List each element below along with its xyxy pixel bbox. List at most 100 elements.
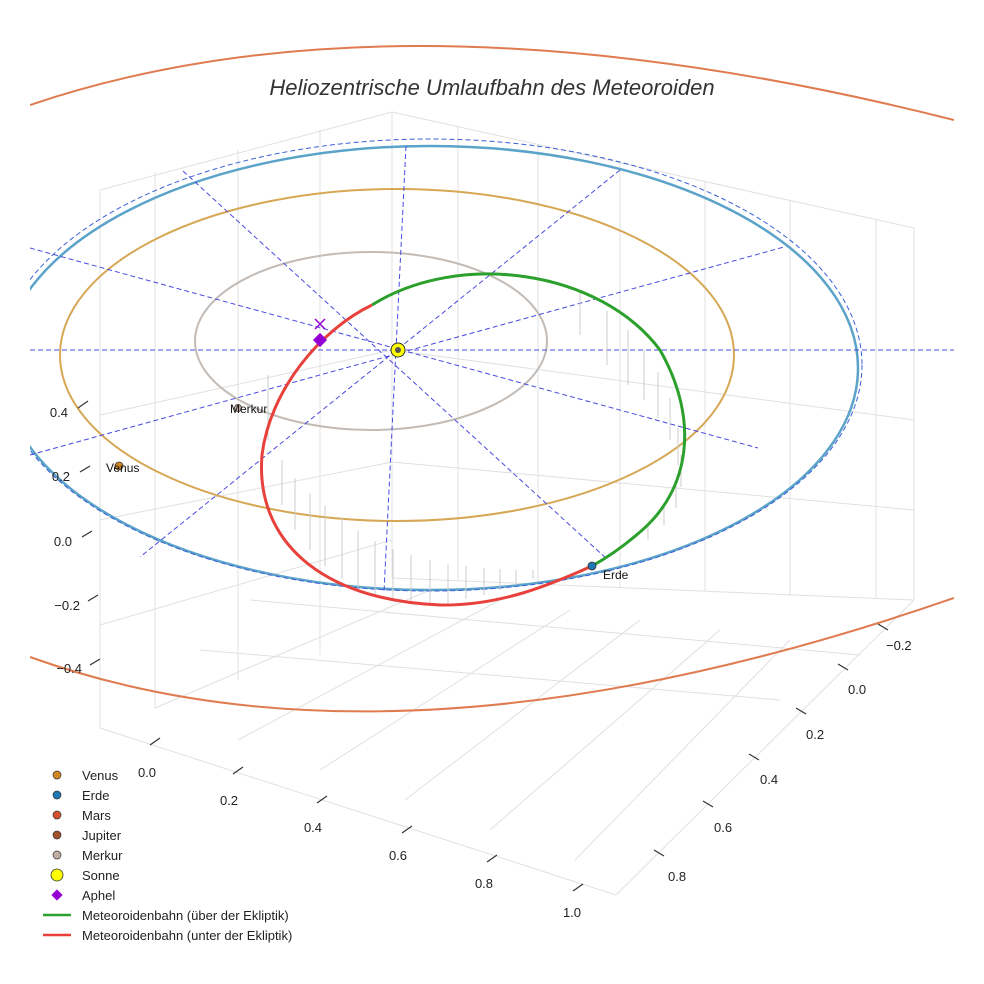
pane-left bbox=[99, 111, 393, 728]
z-tick-label: −0.4 bbox=[56, 661, 82, 676]
legend: Venus Erde Mars Jupiter Merkur Sonne Aph… bbox=[40, 765, 292, 945]
sun-icon bbox=[40, 868, 74, 882]
y-tick-label: 0.4 bbox=[760, 772, 778, 787]
legend-label: Meteoroidenbahn (unter der Ekliptik) bbox=[82, 927, 293, 943]
grid-line bbox=[199, 649, 781, 701]
grid-line bbox=[249, 599, 861, 656]
z-tick-mark bbox=[77, 400, 89, 409]
grid-line bbox=[391, 349, 915, 421]
pane-floor-right bbox=[615, 599, 915, 896]
dot-icon bbox=[40, 829, 74, 841]
x-tick-mark bbox=[149, 737, 161, 746]
x-tick-label: 1.0 bbox=[563, 905, 581, 920]
dot-icon bbox=[40, 849, 74, 861]
chart-title: Heliozentrische Umlaufbahn des Meteoroid… bbox=[269, 75, 714, 100]
mercury-label: Merkur bbox=[230, 402, 267, 416]
earth-marker bbox=[587, 561, 597, 571]
grid-line bbox=[319, 609, 571, 771]
z-tick-mark bbox=[79, 465, 91, 473]
grid-line bbox=[99, 349, 393, 416]
legend-item-sonne[interactable]: Sonne bbox=[40, 865, 292, 885]
legend-item-mars[interactable]: Mars bbox=[40, 805, 292, 825]
line-icon bbox=[40, 912, 74, 918]
z-tick-mark bbox=[87, 594, 99, 602]
x-tick-label: 0.0 bbox=[138, 765, 156, 780]
legend-label: Venus bbox=[82, 767, 119, 783]
legend-label: Sonne bbox=[82, 867, 120, 883]
ecliptic-reference-line bbox=[383, 145, 407, 593]
z-tick-mark bbox=[89, 658, 101, 666]
legend-label: Merkur bbox=[82, 847, 123, 863]
earth-label: Erde bbox=[603, 568, 629, 582]
y-tick-label: −0.2 bbox=[886, 638, 912, 653]
grid-line bbox=[99, 461, 393, 521]
legend-label: Jupiter bbox=[82, 827, 122, 843]
y-tick-mark bbox=[837, 663, 849, 671]
line-icon bbox=[40, 932, 74, 938]
diamond-icon bbox=[40, 888, 74, 902]
aphel-projection-cross-icon bbox=[314, 318, 326, 330]
z-tick-label: 0.2 bbox=[52, 469, 70, 484]
aphel-marker bbox=[312, 332, 328, 348]
legend-item-meteoroid-above[interactable]: Meteoroidenbahn (über der Ekliptik) bbox=[40, 905, 292, 925]
x-tick-label: 0.4 bbox=[304, 820, 322, 835]
legend-item-meteoroid-below[interactable]: Meteoroidenbahn (unter der Ekliptik) bbox=[40, 925, 292, 945]
dot-icon bbox=[40, 809, 74, 821]
z-tick-mark bbox=[81, 530, 93, 538]
legend-item-jupiter[interactable]: Jupiter bbox=[40, 825, 292, 845]
x-tick-label: 0.6 bbox=[389, 848, 407, 863]
grid-line bbox=[154, 589, 431, 709]
x-tick-label: 0.2 bbox=[220, 793, 238, 808]
x-tick-mark bbox=[486, 854, 498, 863]
legend-label: Aphel bbox=[82, 887, 116, 903]
x-tick-mark bbox=[572, 883, 584, 892]
z-tick-label: −0.2 bbox=[54, 598, 80, 613]
mercury-orbit bbox=[194, 251, 548, 431]
y-tick-label: 0.0 bbox=[848, 682, 866, 697]
mars-orbit bbox=[30, 45, 954, 121]
venus-marker bbox=[114, 461, 124, 471]
y-tick-mark bbox=[653, 849, 665, 857]
grid-line bbox=[99, 539, 393, 626]
y-tick-mark bbox=[702, 800, 714, 808]
grid-line bbox=[574, 639, 791, 861]
pane-right bbox=[391, 111, 915, 600]
y-tick-label: 0.6 bbox=[714, 820, 732, 835]
grid-line bbox=[237, 599, 501, 741]
legend-label: Erde bbox=[82, 787, 110, 803]
mars-orbit bbox=[30, 597, 954, 713]
legend-item-venus[interactable]: Venus bbox=[40, 765, 292, 785]
mercury-marker bbox=[234, 404, 242, 412]
y-tick-mark bbox=[795, 707, 807, 715]
legend-item-merkur[interactable]: Merkur bbox=[40, 845, 292, 865]
z-tick-label: 0.4 bbox=[50, 405, 68, 420]
axis-grid bbox=[99, 111, 915, 896]
dot-icon bbox=[40, 789, 74, 801]
venus-orbit bbox=[59, 188, 735, 522]
ecliptic-reference-line bbox=[182, 170, 609, 561]
pane-back-edge bbox=[391, 577, 915, 601]
grid-line bbox=[489, 629, 721, 831]
ecliptic-reference-line bbox=[30, 246, 785, 456]
legend-label: Mars bbox=[82, 807, 111, 823]
venus-label: Venus bbox=[106, 461, 139, 475]
dot-icon bbox=[40, 769, 74, 781]
legend-item-aphel[interactable]: Aphel bbox=[40, 885, 292, 905]
grid-line bbox=[404, 619, 641, 801]
legend-item-erde[interactable]: Erde bbox=[40, 785, 292, 805]
z-tick-label: 0.0 bbox=[54, 534, 72, 549]
meteoroid-orbit-below-ecliptic bbox=[259, 303, 593, 607]
y-tick-label: 0.2 bbox=[806, 727, 824, 742]
pane-floor-front bbox=[99, 727, 617, 896]
x-tick-mark bbox=[401, 825, 413, 834]
sun-marker-core bbox=[395, 347, 401, 353]
y-tick-mark bbox=[877, 623, 889, 631]
x-tick-label: 0.8 bbox=[475, 876, 493, 891]
meteoroid-orbit-above-ecliptic bbox=[371, 272, 687, 568]
y-tick-mark bbox=[748, 753, 760, 761]
ecliptic-reference-line bbox=[139, 169, 621, 558]
x-tick-mark bbox=[316, 795, 328, 804]
x-tick-mark bbox=[232, 766, 244, 775]
grid-line bbox=[391, 461, 915, 511]
